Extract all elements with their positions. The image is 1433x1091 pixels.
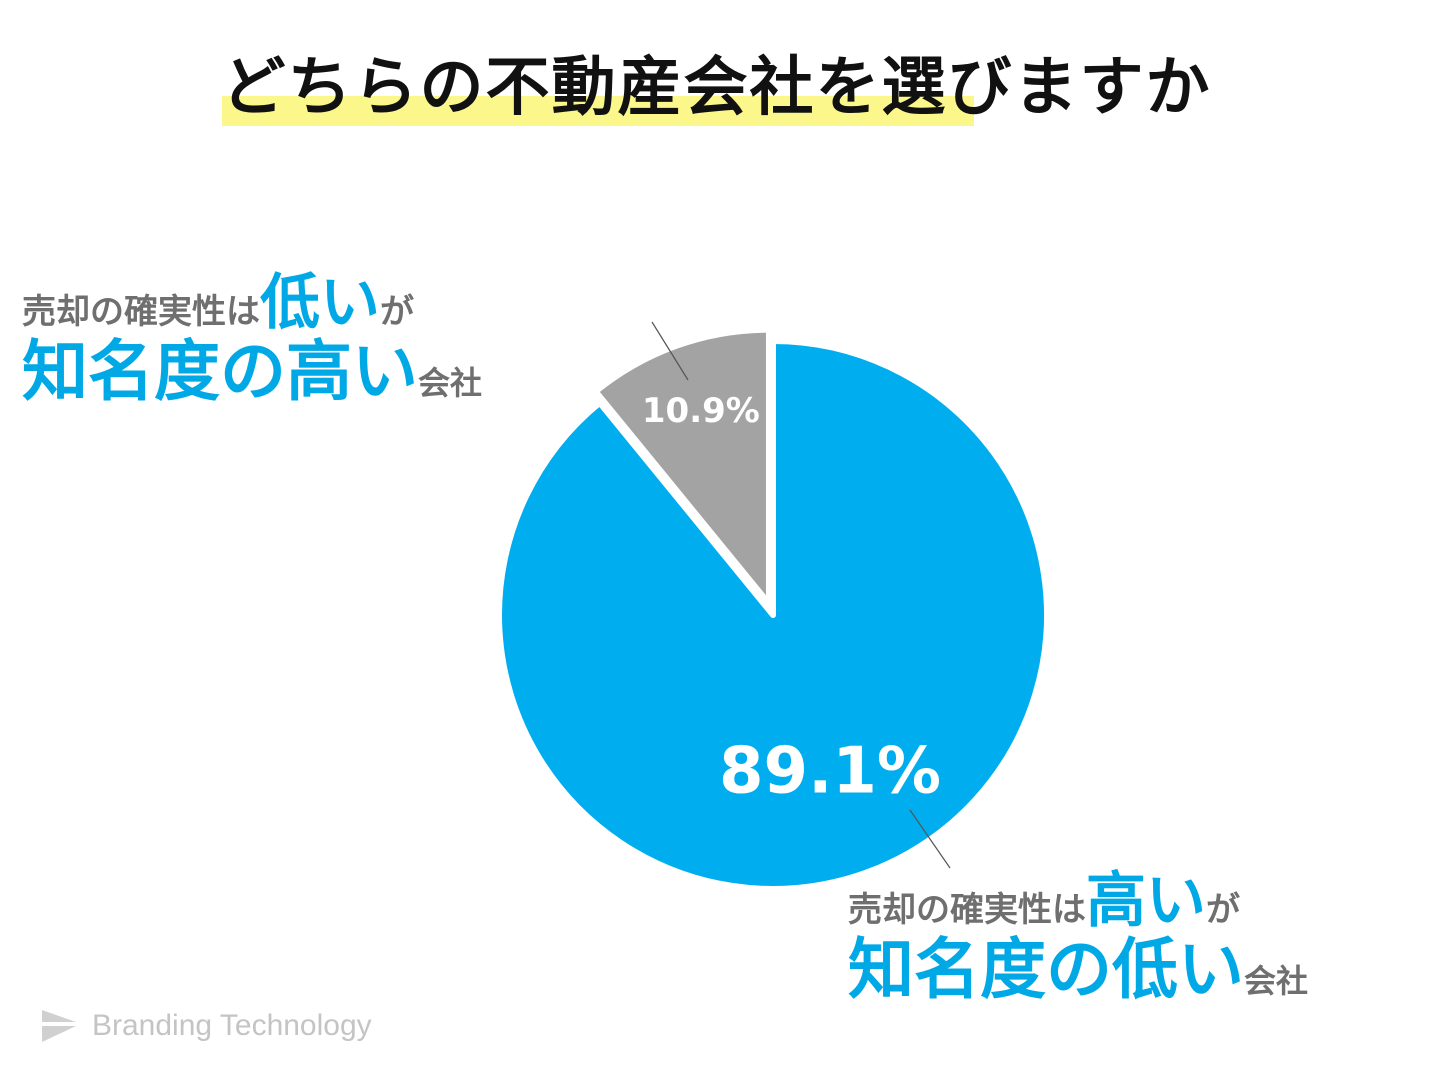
brand-footer: Branding Technology [40, 1008, 372, 1044]
leader-line-major [909, 809, 951, 869]
pie-slice-major [496, 338, 1050, 892]
major-label-emph: 高い [1086, 866, 1206, 936]
chart-title: どちらの不動産会社を選びますか [221, 48, 1212, 128]
chart-title-text: どちらの不動産会社を選びますか [221, 51, 1212, 125]
minor-slice-label: 売却の確実性は低いが 知名度の高い会社 [22, 270, 482, 409]
major-label-line2-suffix: 会社 [1244, 962, 1309, 1000]
minor-label-emph: 低い [260, 268, 380, 338]
data-label-major: 89.1% [719, 735, 941, 809]
minor-label-prefix: 売却の確実性は [22, 292, 260, 332]
chart-title-wrap: どちらの不動産会社を選びますか [0, 48, 1433, 128]
title-highlight [221, 96, 974, 126]
major-slice-label: 売却の確実性は高いが 知名度の低い会社 [848, 868, 1308, 1007]
major-label-suffix: が [1206, 890, 1240, 930]
pie-slice-minor [592, 326, 772, 607]
leader-line-minor [651, 321, 689, 381]
major-label-prefix: 売却の確実性は [848, 890, 1086, 930]
minor-label-line2-suffix: 会社 [418, 364, 483, 402]
minor-label-line2-emph: 知名度の高い [22, 333, 418, 410]
major-label-line2-emph: 知名度の低い [848, 931, 1244, 1008]
paper-plane-logo-icon [42, 1010, 76, 1042]
brand-name: Branding Technology [92, 1009, 372, 1042]
minor-label-suffix: が [380, 292, 414, 332]
data-label-minor: 10.9% [642, 391, 760, 431]
